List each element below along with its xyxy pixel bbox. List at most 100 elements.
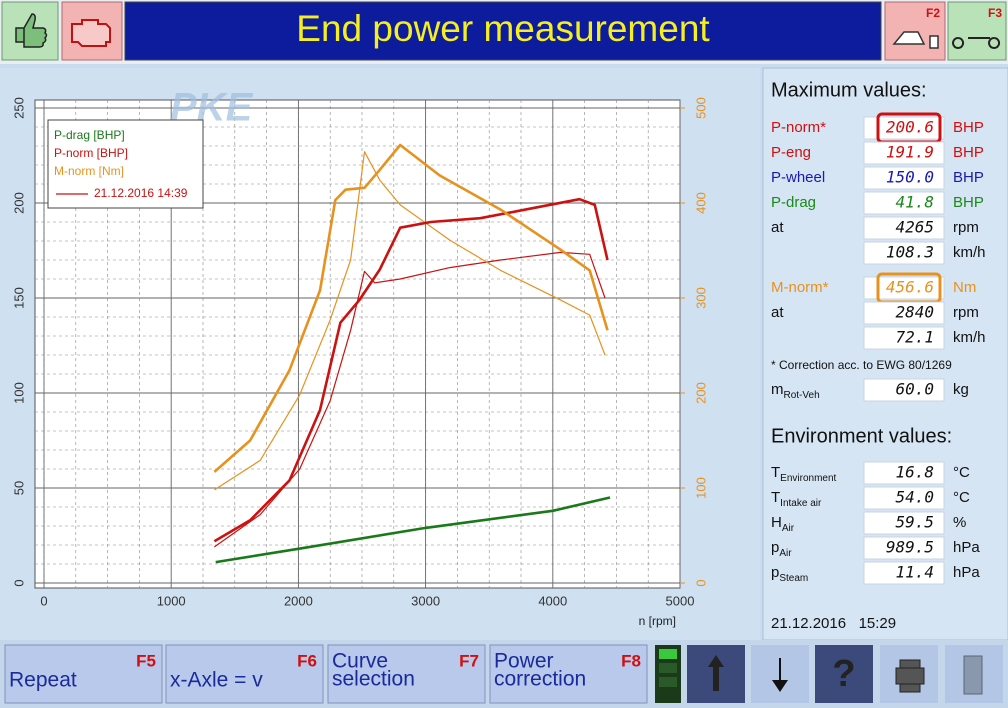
comparison-line xyxy=(214,151,606,491)
unit: Nm xyxy=(953,279,976,296)
row-label: M-norm* xyxy=(771,279,829,296)
y2-tick-label: 300 xyxy=(693,287,708,309)
function-key: F8 xyxy=(621,651,641,670)
y2-tick-label: 200 xyxy=(693,382,708,404)
row-label-text: at xyxy=(771,304,784,321)
function-button[interactable] xyxy=(489,644,648,704)
function-key: F6 xyxy=(297,651,317,670)
value-field xyxy=(863,486,945,510)
legend-entry: M-norm [Nm] xyxy=(54,164,124,178)
value-field xyxy=(863,166,945,190)
value-field xyxy=(863,378,945,402)
help-button[interactable] xyxy=(815,645,873,703)
row-label-text: at xyxy=(771,219,784,236)
function-button[interactable] xyxy=(4,644,163,704)
value-field xyxy=(863,461,945,485)
button-label: x-Axle = v xyxy=(170,669,263,692)
ok-button[interactable] xyxy=(1,1,59,61)
up-arrow xyxy=(708,655,724,691)
function-key: F5 xyxy=(136,651,156,670)
button-label: Power xyxy=(494,650,554,673)
f2-key: F2 xyxy=(926,6,940,20)
value-field xyxy=(863,561,945,585)
row-label-sub: Environment xyxy=(780,473,836,484)
value: 150.0 xyxy=(886,168,934,187)
function-key: F7 xyxy=(459,651,479,670)
series-line xyxy=(215,496,611,564)
button-label: Repeat xyxy=(9,669,77,692)
legend-entry: P-norm [BHP] xyxy=(54,146,128,160)
unit: BHP xyxy=(953,169,984,186)
correction-note: * Correction acc. to EWG 80/1269 xyxy=(771,358,952,372)
value-field xyxy=(863,276,945,300)
series-line xyxy=(213,143,609,473)
x-tick-label: 1000 xyxy=(157,593,186,608)
value-field xyxy=(863,141,945,165)
unit: rpm xyxy=(953,219,979,236)
row-label-sub: Intake air xyxy=(780,498,822,509)
row-label: P-wheel xyxy=(771,169,825,186)
row-label-sub: Air xyxy=(782,523,795,534)
unit: km/h xyxy=(953,244,986,261)
title-bar xyxy=(124,1,882,61)
value: 54.0 xyxy=(895,488,934,507)
x-tick-label: 4000 xyxy=(538,593,567,608)
row-label-text: P-wheel xyxy=(771,169,825,186)
row-label-sub: Steam xyxy=(779,573,808,584)
legend-entry: 21.12.2016 14:39 xyxy=(94,186,188,200)
button-label: correction xyxy=(494,668,586,691)
value: 41.8 xyxy=(895,193,934,212)
value: 200.6 xyxy=(886,118,934,137)
unit: BHP xyxy=(953,144,984,161)
comparison-line xyxy=(214,251,606,548)
value: 456.6 xyxy=(886,278,934,297)
x-tick-label: 3000 xyxy=(411,593,440,608)
status-lamp xyxy=(659,677,677,687)
row-label: mRot-Veh xyxy=(771,381,820,401)
row-label-text: m xyxy=(771,381,784,398)
y2-tick-label: 0 xyxy=(693,579,708,586)
value: 108.3 xyxy=(886,243,934,262)
y-tick-label: 100 xyxy=(11,382,26,404)
value: 191.9 xyxy=(886,143,934,162)
value: 60.0 xyxy=(895,380,934,399)
max-title: Maximum values: xyxy=(771,79,927,101)
f2-button[interactable] xyxy=(884,1,946,61)
f3-button[interactable] xyxy=(947,1,1007,61)
y-tick-label: 250 xyxy=(11,97,26,119)
row-label: at xyxy=(771,304,784,321)
row-label: P-norm* xyxy=(771,119,826,136)
datetime: 21.12.2016 15:29 xyxy=(771,615,896,632)
row-label: P-drag xyxy=(771,194,816,211)
row-label-text: T xyxy=(771,464,780,481)
row-label-sub: Air xyxy=(779,548,792,559)
value-field xyxy=(863,216,945,240)
value: 16.8 xyxy=(895,463,934,482)
status-lamp xyxy=(659,663,677,673)
row-label: pSteam xyxy=(771,564,808,584)
title: End power measurement xyxy=(296,8,710,49)
y-tick-label: 150 xyxy=(11,287,26,309)
function-button[interactable] xyxy=(327,644,486,704)
button-label: selection xyxy=(332,668,415,691)
value-field xyxy=(863,191,945,215)
value: 59.5 xyxy=(895,513,934,532)
function-button[interactable] xyxy=(165,644,324,704)
row-label-text: T xyxy=(771,489,780,506)
row-label-text: P-eng xyxy=(771,144,811,161)
value-field xyxy=(863,536,945,560)
value: 11.4 xyxy=(895,563,934,582)
row-label-text: P-drag xyxy=(771,194,816,211)
value: 4265 xyxy=(895,218,934,237)
y-tick-label: 50 xyxy=(11,481,26,495)
value: 989.5 xyxy=(886,538,934,557)
thumbs-up-icon xyxy=(15,13,48,48)
row-label-text: p xyxy=(771,564,779,581)
printer-icon xyxy=(895,659,925,693)
y2-tick-label: 500 xyxy=(693,97,708,119)
value-field xyxy=(863,326,945,350)
status-lamp xyxy=(659,649,677,659)
door-icon xyxy=(963,655,983,695)
y-tick-label: 200 xyxy=(11,192,26,214)
row-label: at xyxy=(771,219,784,236)
